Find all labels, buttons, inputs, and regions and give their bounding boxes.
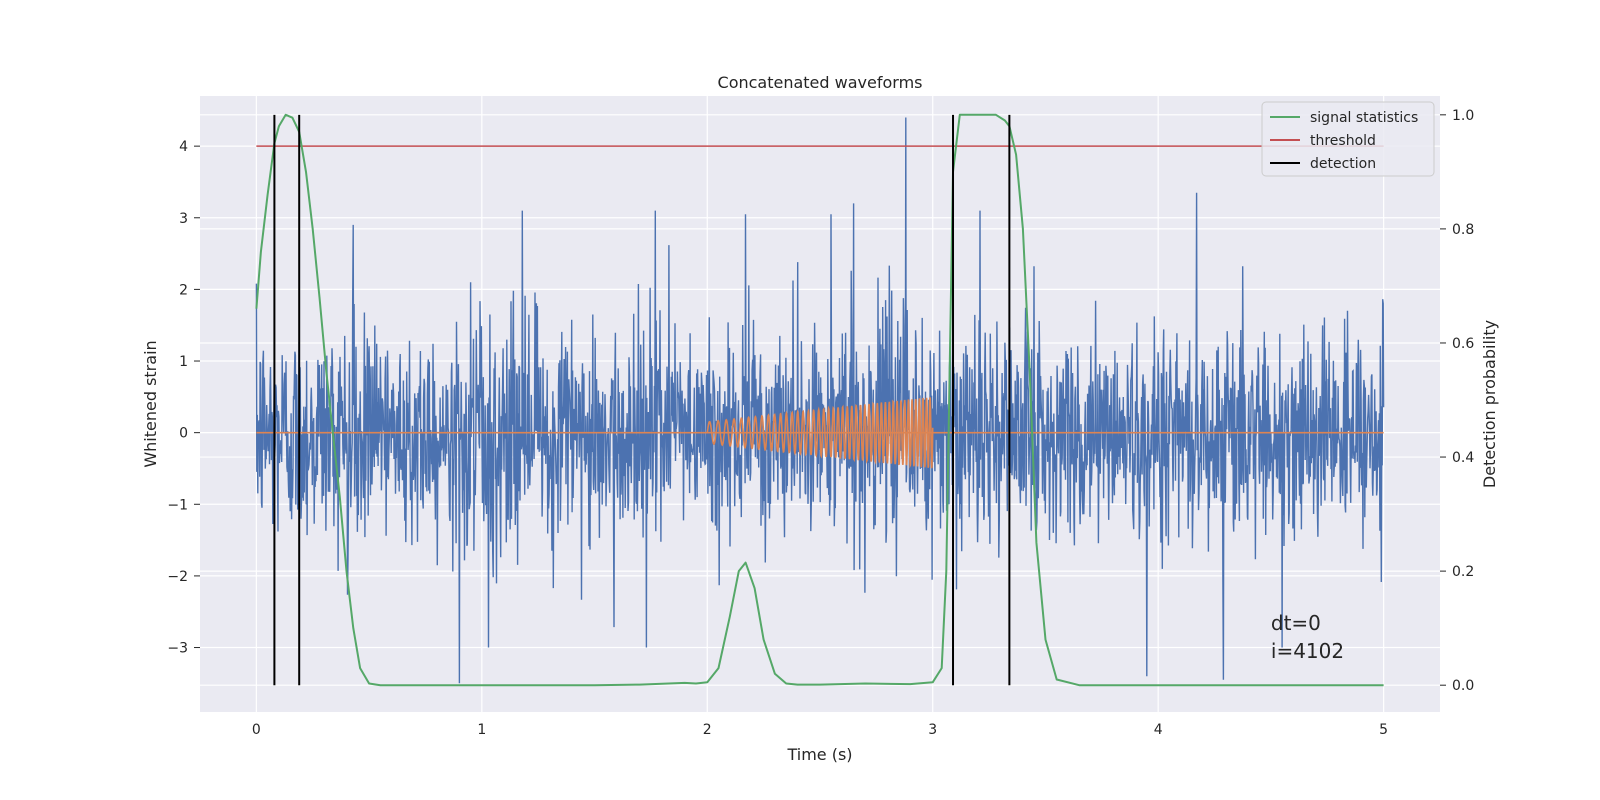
annotation: dt=0 i=4102 [1271,611,1344,663]
y-tick-label-right: 0.0 [1452,678,1474,694]
legend-box [1261,101,1435,177]
y-tick-label-left: 4 [179,139,188,155]
legend: signal statistics threshold detection [1261,101,1435,177]
x-tick-label: 3 [928,722,937,738]
y-tick-label-right: 0.4 [1452,450,1474,466]
y-tick-label-left: 0 [179,426,188,442]
annotation-i: i=4102 [1271,639,1344,663]
annotation-dt: dt=0 [1271,611,1321,635]
y-tick-label-right: 0.6 [1452,336,1474,352]
y-tick-label-left: 3 [179,211,188,227]
y-tick-label-left: −1 [167,497,188,513]
x-axis-label: Time (s) [786,745,852,764]
template-chirp [706,397,934,469]
legend-label: threshold [1310,133,1376,149]
signal-statistics-series [255,113,1384,687]
legend-label: signal statistics [1310,110,1418,126]
axis-ticks: 0 1 2 3 4 5 4 3 2 1 0 −1 −2 −3 1.0 0.8 0.6 0.4 0.2 0.0 [167,108,1474,738]
y-tick-label-right: 0.2 [1452,564,1474,580]
plot-area [255,113,1385,687]
x-tick-label: 1 [477,722,486,738]
y-axis-label-right: Detection probability [1480,320,1499,488]
x-tick-label: 5 [1379,722,1388,738]
signal-statistics-line [255,113,1384,687]
y-tick-label-right: 0.8 [1452,222,1474,238]
detection-lines [273,114,1011,686]
template-series [256,397,1384,469]
y-tick-label-left: −2 [167,569,188,585]
y-tick-label-left: 1 [179,354,188,370]
y-axis-label-left: Whitened strain [141,340,160,467]
x-tick-label: 0 [252,722,261,738]
x-tick-label: 4 [1154,722,1163,738]
chart-title: Concatenated waveforms [718,73,923,92]
y-tick-label-left: 2 [179,282,188,298]
y-tick-label-right: 1.0 [1452,108,1474,124]
x-tick-label: 2 [703,722,712,738]
legend-label: detection [1310,156,1376,172]
y-tick-label-left: −3 [167,641,188,657]
